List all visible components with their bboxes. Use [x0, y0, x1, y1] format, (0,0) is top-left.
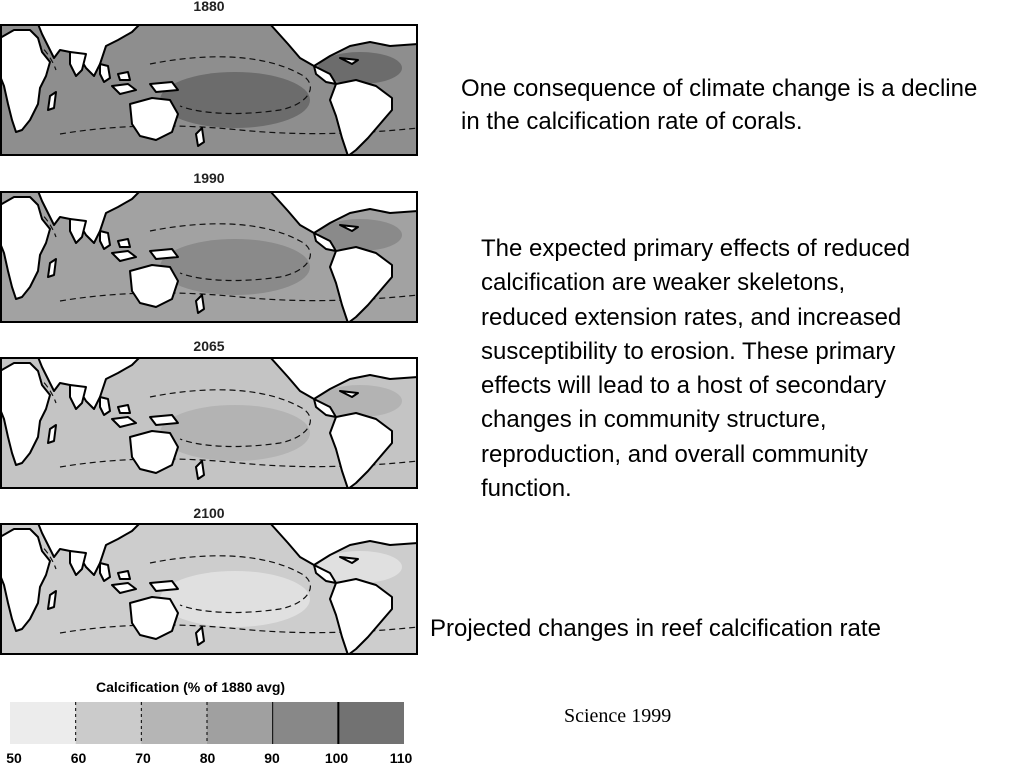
legend-title: Calcification (% of 1880 avg) [96, 679, 286, 695]
legend-tick-label: 80 [199, 750, 216, 766]
citation-text: Science 1999 [564, 705, 672, 727]
calcification-map-2065 [0, 357, 418, 489]
legend-tick-label: 70 [135, 750, 151, 766]
map-year-label-1880: 1880 [193, 0, 225, 14]
legend-swatch [272, 702, 339, 744]
legend-tick-label: 90 [264, 750, 280, 766]
legend-tick-label: 110 [389, 750, 413, 766]
legend-tick-label: 60 [70, 750, 87, 766]
caption-text: Projected changes in reef calcification … [430, 615, 881, 642]
legend-tick-label: 100 [324, 750, 349, 766]
intro-text: One consequence of climate change is a d… [461, 75, 978, 135]
calcification-map-1880 [0, 24, 418, 156]
calcification-map-1990 [0, 191, 418, 323]
legend-swatch [141, 702, 208, 744]
legend-swatch [75, 702, 142, 744]
legend-swatch [10, 702, 77, 744]
legend-tick-label: 50 [6, 750, 22, 766]
legend-swatch [338, 702, 404, 744]
calcification-map-2100 [0, 523, 418, 655]
effects-text: The expected primary effects of reduced … [481, 235, 911, 503]
legend-color-bar [10, 702, 404, 744]
map-year-label-2100: 2100 [193, 505, 225, 521]
map-year-label-2065: 2065 [193, 338, 225, 354]
legend-swatch [207, 702, 274, 744]
map-year-label-1990: 1990 [193, 170, 225, 186]
